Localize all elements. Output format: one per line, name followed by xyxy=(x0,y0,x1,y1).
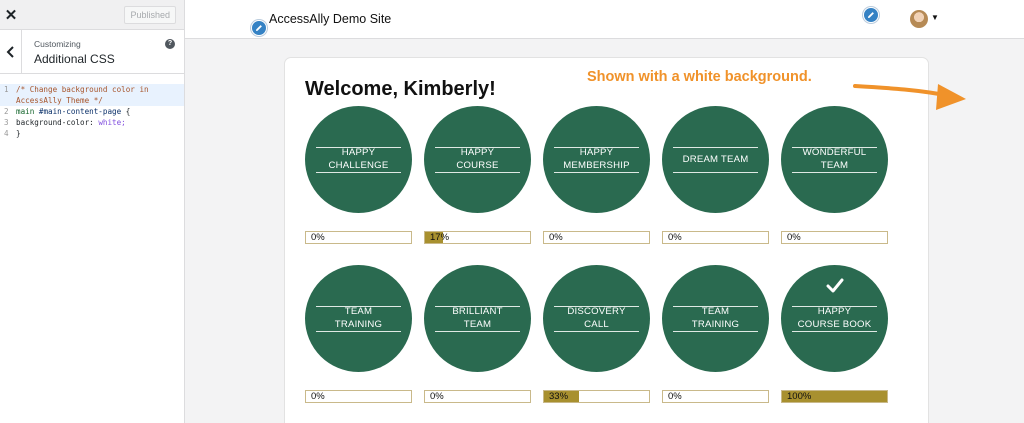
badge-label: TEAM TRAINING xyxy=(334,306,383,330)
customizer-sidebar: ✕ Published Customizing Additional CSS ?… xyxy=(0,0,185,423)
course-badge[interactable]: BRILLIANT TEAM xyxy=(424,265,531,372)
course-badge[interactable]: TEAM TRAINING xyxy=(662,265,769,372)
badge-band xyxy=(316,306,401,332)
progress-bar: 0% xyxy=(305,390,412,403)
caret-down-icon[interactable]: ▼ xyxy=(931,13,939,22)
main-content-page: Welcome, Kimberly! HAPPY CHALLENGE 0% HAPPY… xyxy=(284,57,929,423)
help-icon[interactable]: ? xyxy=(165,39,175,49)
edit-pencil-icon[interactable] xyxy=(251,20,267,36)
code-line: 3 background-color: white; xyxy=(0,117,184,128)
code-selector-id: #main-content-page xyxy=(38,107,122,116)
section-title: Additional CSS xyxy=(34,52,115,66)
badge-label: DISCOVERY CALL xyxy=(567,306,626,330)
badge-band xyxy=(673,306,758,332)
badge-label: HAPPY MEMBERSHIP xyxy=(563,147,630,171)
progress-bar: 33% xyxy=(543,390,650,403)
edit-pencil-icon[interactable] xyxy=(863,7,879,23)
chevron-left-icon xyxy=(6,46,14,58)
progress-bar: 0% xyxy=(543,231,650,244)
badge-label: HAPPY COURSE xyxy=(456,147,499,171)
badge-label: BRILLIANT TEAM xyxy=(452,306,503,330)
progress-fill xyxy=(544,391,579,402)
code-line: 4 } xyxy=(0,128,184,139)
code-line: 2 main #main-content-page { xyxy=(0,106,184,117)
avatar[interactable] xyxy=(910,10,928,28)
progress-text: 17% xyxy=(430,232,450,243)
css-code-editor[interactable]: 1 /* Change background color in AccessAl… xyxy=(0,84,184,139)
line-number: 3 xyxy=(4,118,9,127)
progress-text: 0% xyxy=(311,391,325,402)
code-property: background-color: xyxy=(16,118,94,127)
code-brace: { xyxy=(125,107,131,116)
annotation-text: Shown with a white background. xyxy=(587,69,812,85)
course-badge[interactable]: TEAM TRAINING xyxy=(305,265,412,372)
course-badge[interactable]: DISCOVERY CALL xyxy=(543,265,650,372)
course-badge[interactable]: HAPPY COURSE BOOK xyxy=(781,265,888,372)
progress-fill xyxy=(782,391,887,402)
code-comment: /* Change background color in AccessAlly… xyxy=(16,85,154,105)
badge-band xyxy=(554,306,639,332)
badge-band xyxy=(792,306,877,332)
progress-bar: 0% xyxy=(662,231,769,244)
badge-band xyxy=(435,147,520,173)
progress-bar: 0% xyxy=(305,231,412,244)
progress-text: 0% xyxy=(430,391,444,402)
line-number: 2 xyxy=(4,107,9,116)
progress-text: 0% xyxy=(668,232,682,243)
progress-bar: 0% xyxy=(781,231,888,244)
progress-text: 0% xyxy=(549,232,563,243)
line-number: 1 xyxy=(4,85,9,94)
course-badge[interactable]: HAPPY CHALLENGE xyxy=(305,106,412,213)
progress-text: 0% xyxy=(787,232,801,243)
code-value: white; xyxy=(98,118,126,127)
site-preview: AccessAlly Demo Site ▼ Welcome, Kimberly… xyxy=(185,0,1024,423)
progress-text: 0% xyxy=(311,232,325,243)
badge-label: DREAM TEAM xyxy=(682,154,749,165)
code-selector-tag: main xyxy=(16,107,35,116)
arrow-icon xyxy=(853,84,966,110)
course-badge[interactable]: DREAM TEAM xyxy=(662,106,769,213)
course-badge[interactable]: WONDERFUL TEAM xyxy=(781,106,888,213)
badge-label: WONDERFUL TEAM xyxy=(802,147,867,171)
badge-label: TEAM TRAINING xyxy=(691,306,740,330)
back-button[interactable] xyxy=(0,30,22,74)
section-header: Customizing Additional CSS ? xyxy=(0,30,184,74)
progress-text: 33% xyxy=(549,391,569,402)
close-icon[interactable]: ✕ xyxy=(4,7,18,24)
badge-label: HAPPY COURSE BOOK xyxy=(797,306,872,330)
badge-band xyxy=(792,147,877,173)
progress-text: 0% xyxy=(668,391,682,402)
published-button[interactable]: Published xyxy=(124,6,176,24)
code-brace: } xyxy=(16,129,21,138)
progress-bar: 0% xyxy=(662,390,769,403)
progress-text: 100% xyxy=(787,391,812,402)
checkmark-icon xyxy=(781,277,888,299)
course-badge[interactable]: HAPPY MEMBERSHIP xyxy=(543,106,650,213)
line-number: 4 xyxy=(4,129,9,138)
site-header: AccessAlly Demo Site ▼ xyxy=(185,0,1024,39)
badge-band xyxy=(673,147,758,173)
progress-fill xyxy=(425,232,443,243)
section-label: Customizing xyxy=(34,39,81,49)
course-badge[interactable]: HAPPY COURSE xyxy=(424,106,531,213)
customizer-top-bar: ✕ Published xyxy=(0,0,184,30)
page-title: Welcome, Kimberly! xyxy=(305,78,496,100)
badge-band xyxy=(316,147,401,173)
progress-bar: 17% xyxy=(424,231,531,244)
progress-bar: 100% xyxy=(781,390,888,403)
progress-bar: 0% xyxy=(424,390,531,403)
site-title[interactable]: AccessAlly Demo Site xyxy=(269,12,392,26)
badge-label: HAPPY CHALLENGE xyxy=(328,147,389,171)
code-line: 1 /* Change background color in AccessAl… xyxy=(0,84,184,106)
badge-band xyxy=(554,147,639,173)
badge-band xyxy=(435,306,520,332)
